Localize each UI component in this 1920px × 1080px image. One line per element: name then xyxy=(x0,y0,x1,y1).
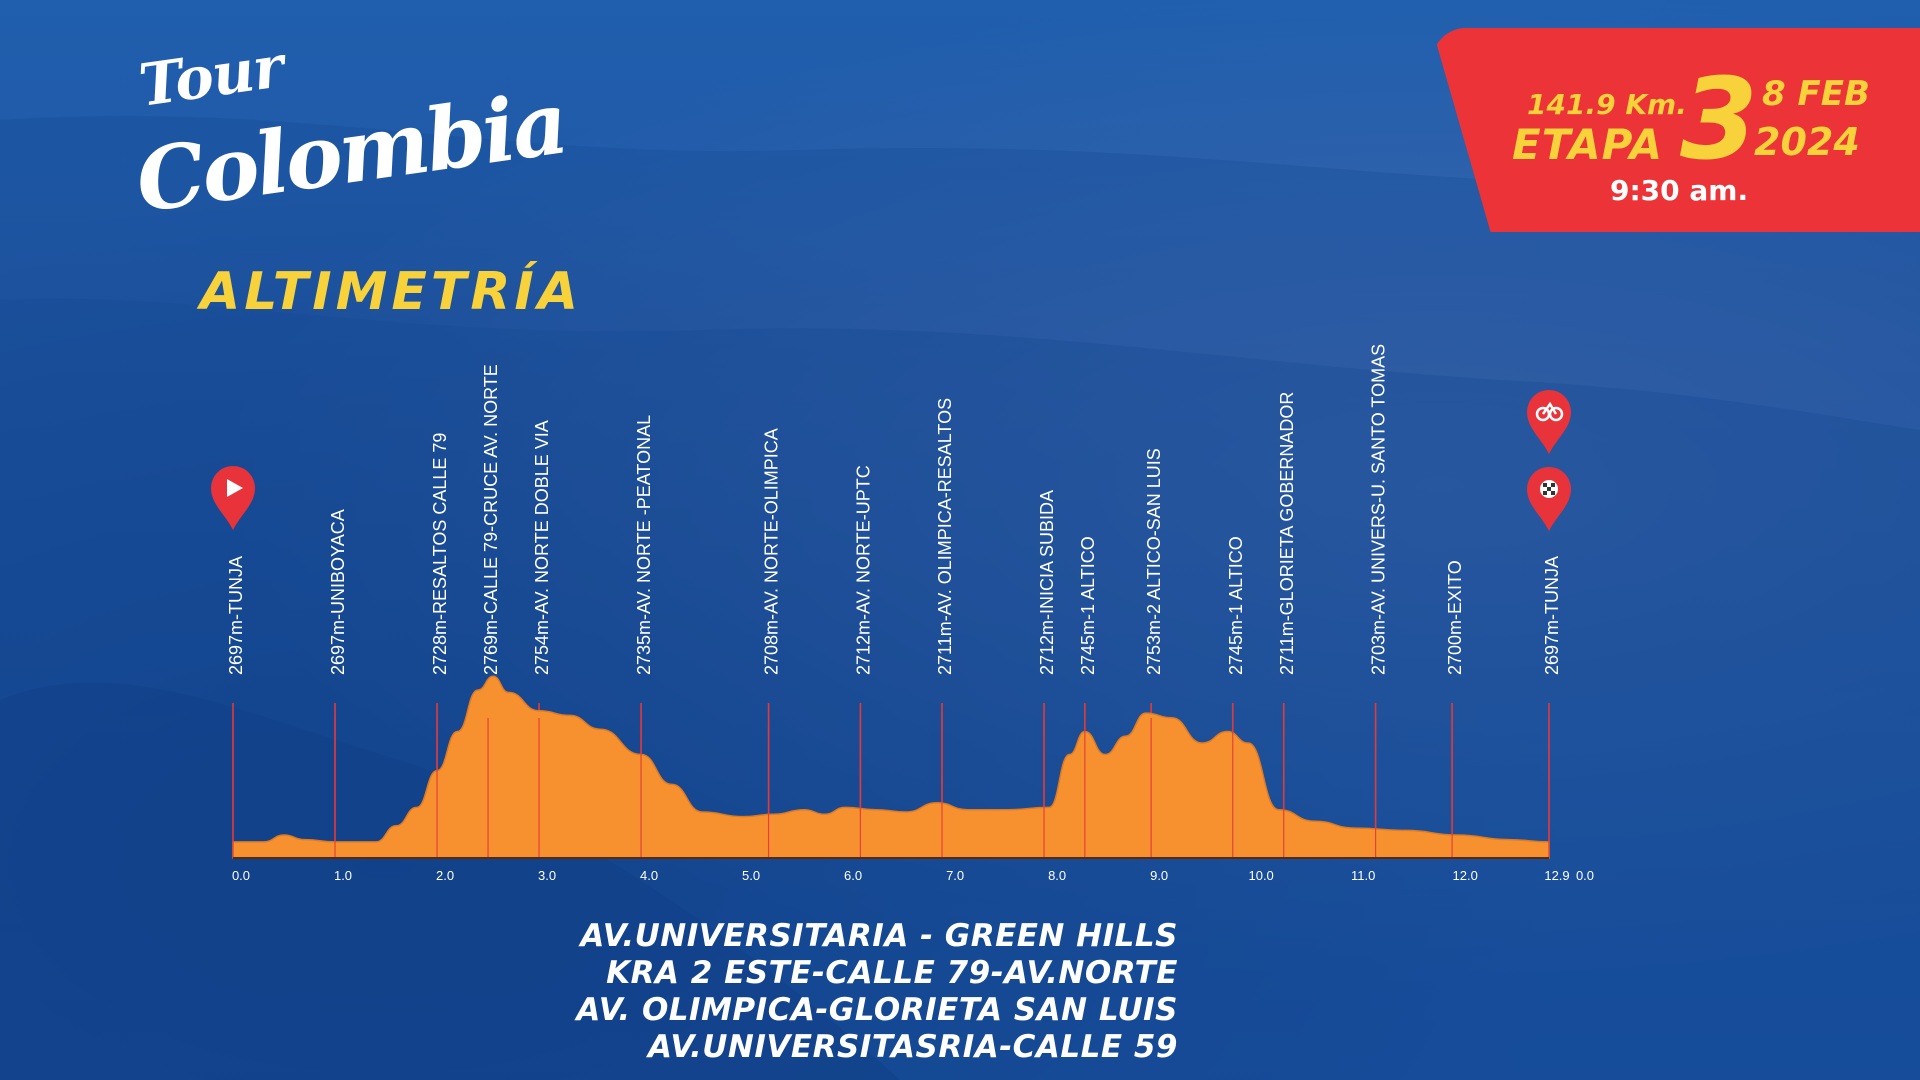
route-line: AV.UNIVERSITASRIA-CALLE 59 xyxy=(647,1029,1178,1065)
pin-shape xyxy=(211,466,255,530)
marker-label: 2745m-1 ALTICO xyxy=(1078,536,1098,675)
route-description: AV.UNIVERSITARIA - GREEN HILLS KRA 2 EST… xyxy=(576,918,1178,1066)
elevation-area xyxy=(232,675,1550,859)
marker-label: 2753m-2 ALTICO-SAN LUIS xyxy=(1144,448,1164,675)
x-tick-label: 1.0 xyxy=(334,868,352,883)
x-tick-label: 6.0 xyxy=(844,868,862,883)
marker-label: 2728m-RESALTOS CALLE 79 xyxy=(430,433,450,675)
marker-label: 2712m-AV. NORTE-UPTC xyxy=(853,465,873,675)
marker-label: 2697m-UNIBOYACA xyxy=(328,509,348,675)
checker-square xyxy=(1551,491,1555,495)
x-tick-label: 9.0 xyxy=(1150,868,1168,883)
marker-label: 2700m-EXITO xyxy=(1445,560,1465,675)
stage-year: 2024 xyxy=(1754,120,1860,164)
checker-square xyxy=(1543,483,1547,487)
pin-shape xyxy=(1527,467,1571,531)
marker-label: 2735m-AV. NORTE -PEATONAL xyxy=(634,415,654,675)
marker-label: 2711m-GLORIETA GOBERNADOR xyxy=(1277,392,1297,675)
section-title: ALTIMETRÍA xyxy=(200,262,582,322)
marker-label: 2711m-AV. OLIMPICA-RESALTOS xyxy=(935,398,955,675)
checker-square xyxy=(1547,487,1551,491)
play-icon xyxy=(227,479,243,497)
finish-pin-icon xyxy=(1527,467,1571,531)
x-tick-label: 5.0 xyxy=(742,868,760,883)
bike-frame-icon xyxy=(1541,401,1558,415)
stage-badge: 141.9 Km. ETAPA 3 8 FEB 2024 9:30 am. xyxy=(1432,28,1920,232)
x-tick-label: 7.0 xyxy=(946,868,964,883)
logo-pin-icon xyxy=(1527,390,1571,454)
route-line: AV.UNIVERSITARIA - GREEN HILLS xyxy=(580,918,1178,954)
stage-date: 8 FEB xyxy=(1762,74,1870,114)
x-axis-ticks: 0.0 1.0 2.0 3.0 4.0 5.0 6.0 7.0 8.0 9.0 10.0 11.0 12… xyxy=(232,868,1594,883)
x-tick-label: 10.0 xyxy=(1248,868,1273,883)
stage-number: 3 xyxy=(1680,55,1758,185)
marker-label: 2708m-AV. NORTE-OLIMPICA xyxy=(762,428,782,675)
start-pin-icon xyxy=(211,466,255,530)
pin-shape xyxy=(1527,390,1571,454)
marker-label: 2697m-TUNJA xyxy=(226,556,246,675)
route-line: KRA 2 ESTE-CALLE 79-AV.NORTE xyxy=(606,955,1178,991)
x-tick-label: 8.0 xyxy=(1048,868,1066,883)
marker-label: 2712m-INICIA SUBIDA xyxy=(1037,490,1057,675)
x-tick-label: 2.0 xyxy=(436,868,454,883)
pins xyxy=(211,390,1571,531)
stage-time: 9:30 am. xyxy=(1610,174,1749,207)
stage-label: ETAPA xyxy=(1512,120,1664,169)
marker-label: 2754m-AV. NORTE DOBLE VIA xyxy=(532,420,552,675)
marker-label: 2769m-CALLE 79-CRUCE AV. NORTE xyxy=(481,364,501,675)
checker-square xyxy=(1543,491,1547,495)
x-tick-label: 12.0 xyxy=(1453,868,1478,883)
marker-label: 2703m-AV. UNIVERS-U. SANTO TOMAS xyxy=(1369,344,1389,675)
wheel-icon xyxy=(1548,406,1564,422)
route-line: AV. OLIMPICA-GLORIETA SAN LUIS xyxy=(576,992,1178,1028)
marker-label: 2745m-1 ALTICO xyxy=(1226,536,1246,675)
x-tick-label: 0.0 xyxy=(1576,868,1594,883)
x-tick-label: 3.0 xyxy=(538,868,556,883)
stage-distance: 141.9 Km. xyxy=(1527,88,1687,121)
marker-labels: 2697m-TUNJA 2697m-UNIBOYACA 2728m-RESALTOS… xyxy=(226,344,1562,675)
x-tick-label: 12.9 xyxy=(1544,868,1569,883)
profile-area xyxy=(232,675,1550,859)
x-tick-label: 11.0 xyxy=(1351,868,1375,883)
checker-square xyxy=(1551,483,1555,487)
marker-label: 2697m-TUNJA xyxy=(1542,556,1562,675)
x-tick-label: 4.0 xyxy=(640,868,658,883)
x-tick-label: 0.0 xyxy=(232,868,250,883)
